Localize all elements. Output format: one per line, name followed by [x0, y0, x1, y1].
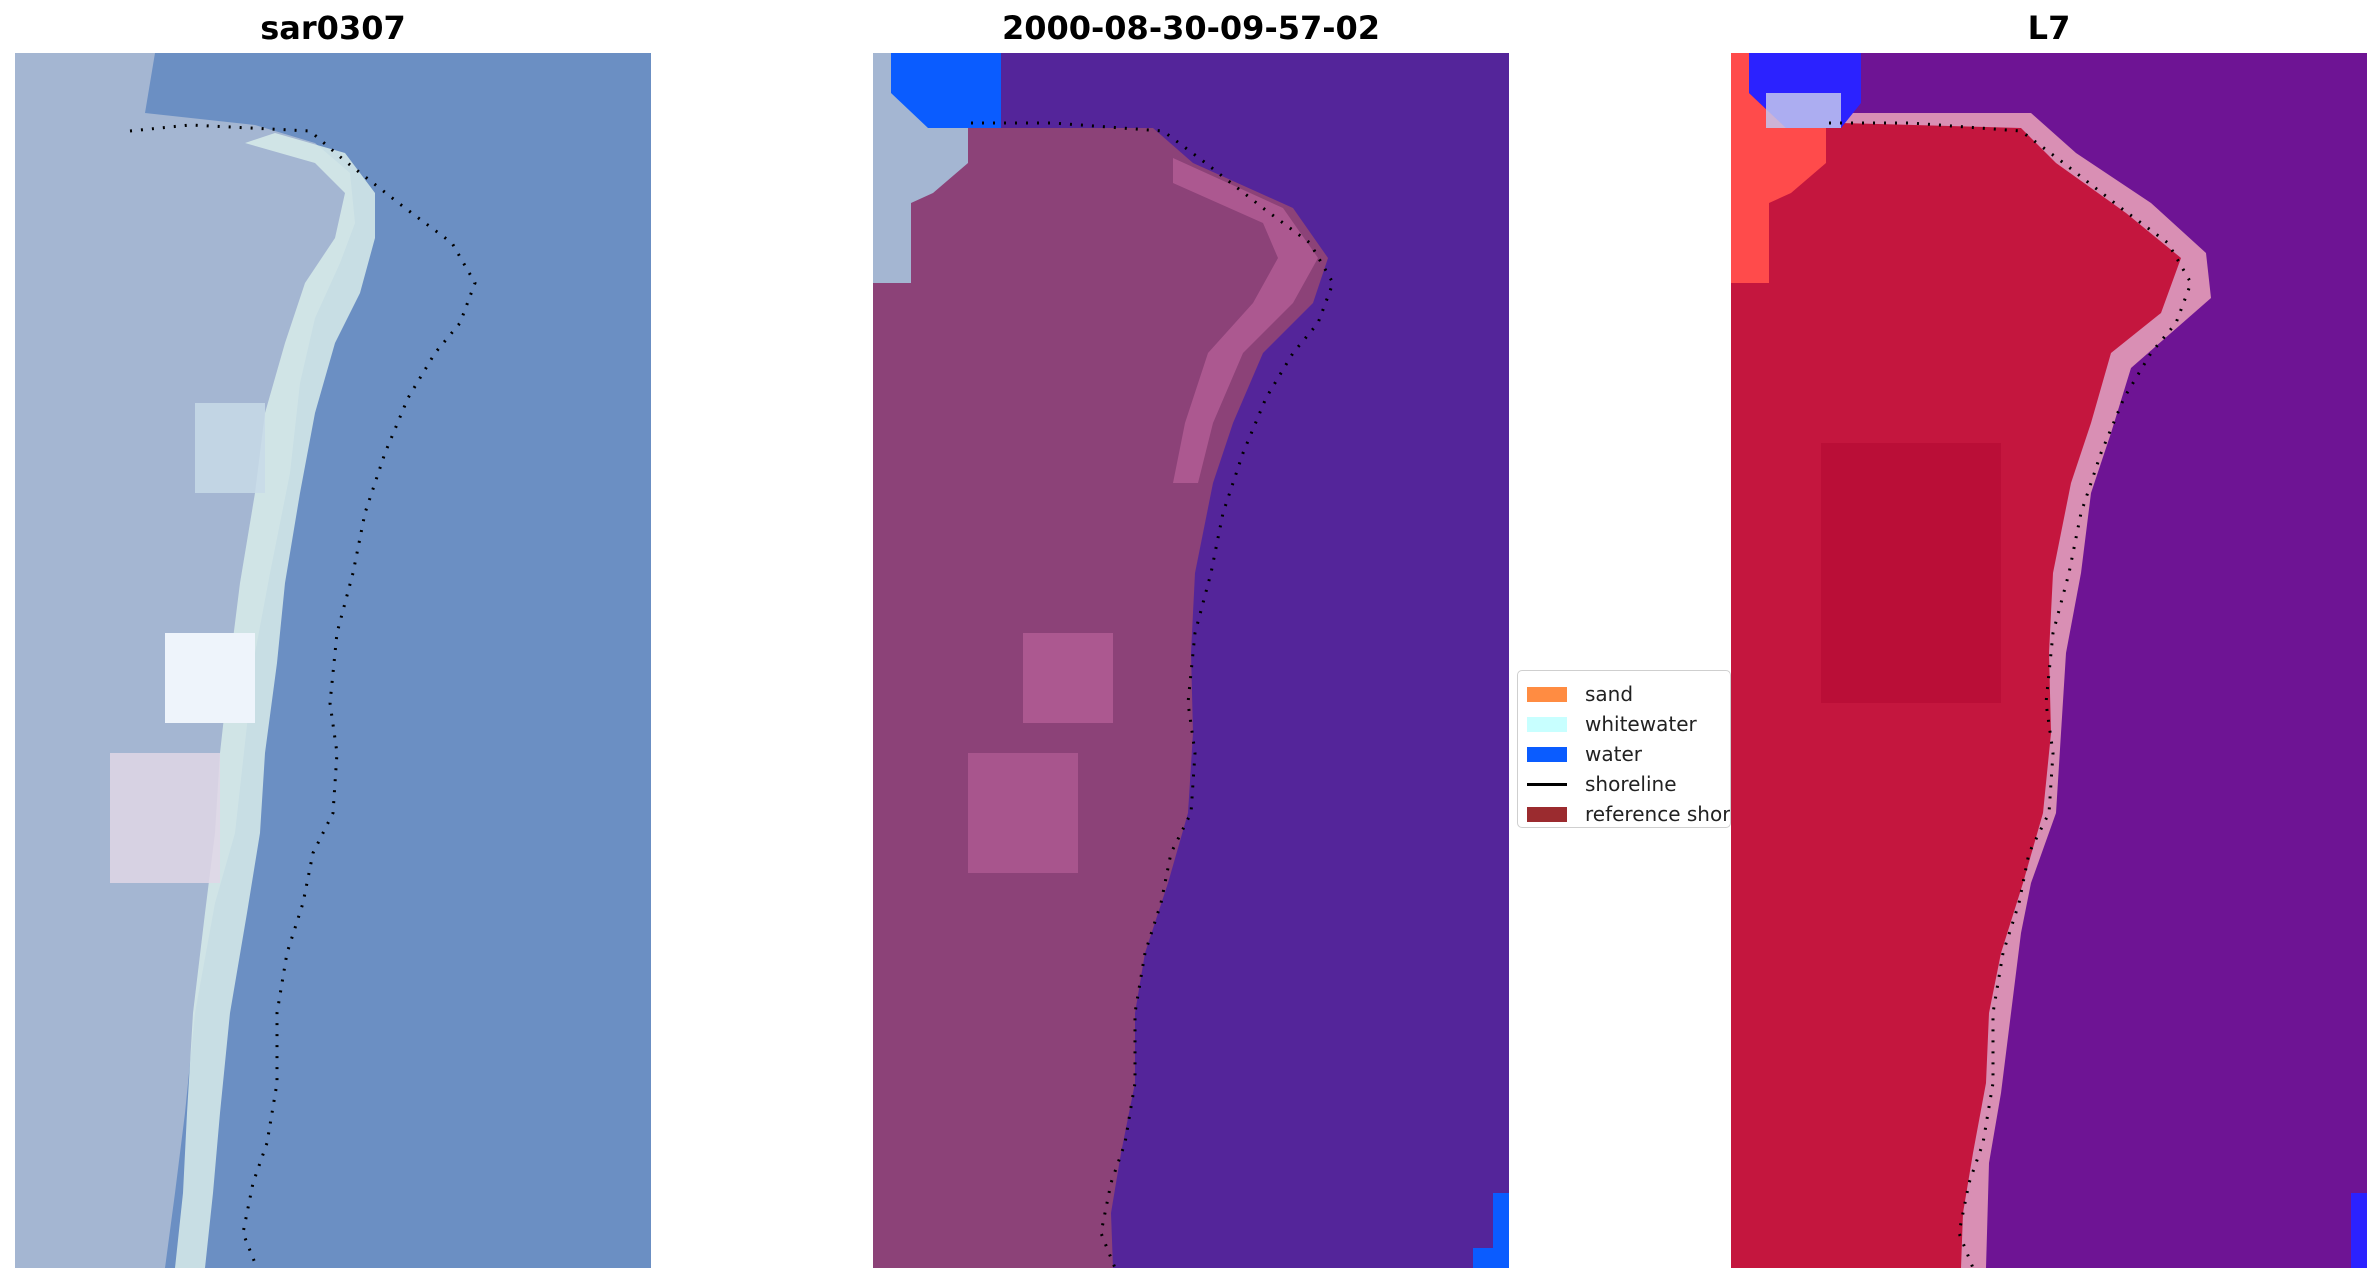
rgb-pinkish-patch [110, 753, 220, 883]
index-blue-corner [2351, 1193, 2367, 1268]
index-image [1731, 53, 2367, 1268]
legend-item-shoreline: shoreline [1518, 769, 1730, 799]
classified-image [873, 53, 1509, 1268]
index-red-patch [1731, 53, 1826, 283]
index-dark-core [1821, 443, 2001, 703]
whitewater-swatch [1527, 717, 1567, 732]
legend-label-reference-shoreline: reference shoreline [1585, 802, 1730, 826]
legend-label-shoreline: shoreline [1585, 772, 1677, 796]
classified-sand-strip [1173, 158, 1318, 483]
legend-item-sand: sand [1518, 679, 1730, 709]
sand-swatch [1527, 687, 1567, 702]
shoreline-swatch [1527, 783, 1567, 786]
legend: sand whitewater water shoreline referenc… [1517, 670, 1731, 828]
rgb-satellite-image [15, 53, 651, 1268]
legend-label-water: water [1585, 742, 1642, 766]
legend-label-sand: sand [1585, 682, 1634, 706]
classified-pink-patch-lower [968, 753, 1078, 873]
rgb-light-patch [195, 403, 265, 493]
rgb-beach-strip [175, 133, 375, 1268]
water-swatch [1527, 747, 1567, 762]
index-white-patch [1766, 93, 1841, 128]
rgb-bright-patch [165, 633, 255, 723]
legend-label-whitewater: whitewater [1585, 712, 1697, 736]
legend-item-water: water [1518, 739, 1730, 769]
reference-shoreline-swatch [1527, 807, 1567, 822]
legend-item-whitewater: whitewater [1518, 709, 1730, 739]
classified-pink-patch [1023, 633, 1113, 723]
legend-item-reference-shoreline: reference shoreline [1518, 799, 1730, 827]
panel-title-classified: 2000-08-30-09-57-02 [1001, 9, 1381, 47]
classified-rgb-corner [873, 53, 968, 283]
classified-water-patch-corner-b [1473, 1248, 1509, 1268]
panel-title-index: L7 [2027, 9, 2071, 47]
panel-title-rgb: sar0307 [260, 9, 406, 47]
